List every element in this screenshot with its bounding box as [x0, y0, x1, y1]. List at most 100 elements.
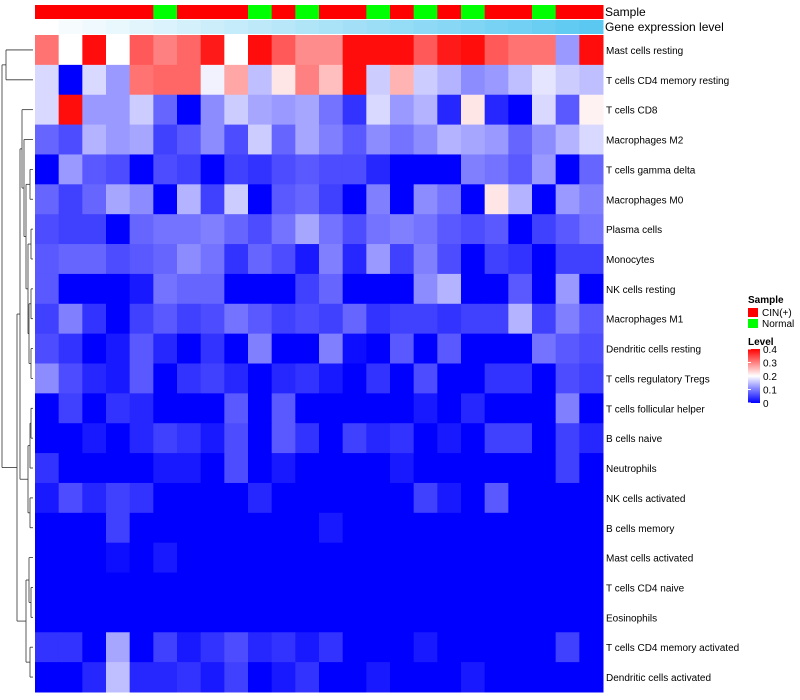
expression-annotation-cell: [579, 20, 604, 34]
heatmap-cell: [484, 64, 509, 96]
heatmap-cell: [82, 482, 107, 514]
expression-annotation-cell: [58, 20, 83, 34]
heatmap-cell: [390, 602, 415, 633]
heatmap-cell: [129, 542, 154, 574]
heatmap-cell: [342, 482, 367, 514]
heatmap-cell: [319, 393, 344, 424]
sample-annotation-cell: [129, 5, 154, 19]
heatmap-cell: [295, 602, 320, 633]
heatmap-cell: [319, 423, 344, 454]
heatmap-cell: [532, 303, 557, 335]
heatmap-cell: [342, 333, 367, 364]
heatmap-cell: [319, 35, 344, 66]
row-label: T cells CD4 naive: [606, 583, 685, 594]
heatmap-cell: [390, 363, 415, 394]
heatmap-cell: [248, 542, 273, 574]
heatmap-cell: [82, 602, 107, 633]
heatmap-cell: [342, 124, 367, 155]
annotation-label-sample: Sample: [605, 5, 646, 19]
heatmap-cell: [366, 333, 391, 364]
heatmap-cell: [224, 35, 249, 66]
heatmap-cell: [484, 273, 509, 305]
expression-annotation-cell: [177, 20, 202, 34]
row-label: T cells follicular helper: [606, 404, 705, 415]
heatmap-cell: [271, 542, 296, 574]
heatmap-cell: [579, 662, 604, 693]
heatmap-cell: [58, 572, 83, 603]
heatmap-cell: [271, 273, 296, 305]
heatmap-cell: [508, 94, 533, 126]
heatmap-cell: [177, 632, 202, 663]
heatmap-cell: [177, 214, 202, 245]
heatmap-cell: [177, 453, 202, 484]
heatmap-cell: [413, 333, 438, 364]
heatmap-cell: [508, 393, 533, 424]
row-label: T cells CD8: [606, 106, 658, 117]
heatmap-cell: [579, 602, 604, 633]
heatmap-cell: [271, 482, 296, 514]
row-labels: Mast cells resting T cells CD4 memory res…: [606, 46, 739, 684]
expression-annotation-cell: [224, 20, 249, 34]
heatmap-cell: [437, 303, 462, 335]
heatmap-cell: [390, 393, 415, 424]
heatmap-cell: [58, 482, 83, 514]
heatmap-cell: [508, 124, 533, 155]
heatmap-cell: [319, 154, 344, 185]
expression-annotation-cell: [248, 20, 273, 34]
heatmap-cell: [437, 393, 462, 424]
heatmap-cell: [579, 214, 604, 245]
heatmap-cell: [484, 602, 509, 633]
heatmap-cell: [224, 333, 249, 364]
row-label: T cells regulatory Tregs: [606, 374, 710, 385]
heatmap-cell: [532, 363, 557, 394]
heatmap-cell: [461, 542, 486, 574]
heatmap-cell: [58, 632, 83, 663]
heatmap-cell: [129, 572, 154, 603]
heatmap-cell: [58, 512, 83, 544]
expression-annotation-cell: [413, 20, 438, 34]
heatmap-cell: [342, 662, 367, 693]
row-label: NK cells activated: [606, 494, 685, 505]
heatmap-cell: [579, 393, 604, 424]
heatmap-cell: [248, 602, 273, 633]
heatmap-cell: [248, 303, 273, 335]
heatmap-cell: [82, 124, 107, 155]
sample-annotation-cell: [532, 5, 557, 19]
heatmap-cell: [106, 303, 131, 335]
heatmap-cell: [319, 184, 344, 215]
heatmap-cell: [461, 602, 486, 633]
heatmap-cell: [200, 64, 225, 96]
heatmap-cell: [413, 273, 438, 305]
heatmap-cell: [129, 273, 154, 305]
heatmap-cell: [413, 423, 438, 454]
heatmap-cell: [484, 662, 509, 693]
heatmap-cell: [555, 453, 580, 484]
heatmap-cell: [555, 94, 580, 126]
heatmap-cell: [153, 632, 178, 663]
heatmap-cell: [271, 94, 296, 126]
sample-annotation-cell: [82, 5, 107, 19]
heatmap-cell: [224, 244, 249, 275]
heatmap-cell: [82, 453, 107, 484]
row-label: NK cells resting: [606, 285, 675, 296]
heatmap-cell: [129, 662, 154, 693]
heatmap-cell: [579, 244, 604, 275]
heatmap-cell: [177, 512, 202, 544]
heatmap-cell: [200, 154, 225, 185]
heatmap-cell: [413, 453, 438, 484]
sample-annotation-cell: [271, 5, 296, 19]
heatmap-cell: [461, 273, 486, 305]
heatmap-cell: [224, 124, 249, 155]
heatmap-cell: [342, 273, 367, 305]
heatmap-cell: [437, 35, 462, 66]
heatmap-cell: [82, 333, 107, 364]
heatmap-cell: [295, 482, 320, 514]
heatmap-cell: [319, 453, 344, 484]
heatmap-cell: [532, 632, 557, 663]
heatmap-cell: [342, 602, 367, 633]
heatmap-cell: [248, 393, 273, 424]
heatmap-cell: [390, 632, 415, 663]
heatmap-cell: [200, 214, 225, 245]
heatmap-cell: [248, 214, 273, 245]
heatmap-cell: [532, 602, 557, 633]
